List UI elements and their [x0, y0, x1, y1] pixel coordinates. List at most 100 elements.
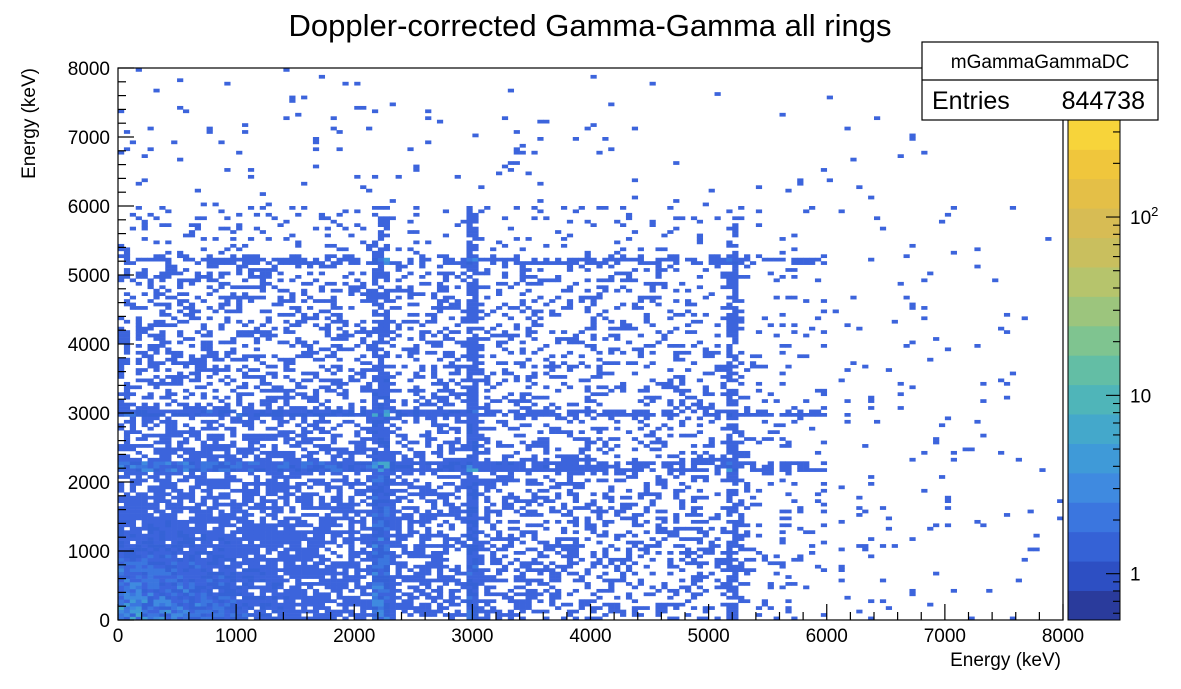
- heatmap-cell: [330, 388, 337, 393]
- heatmap-cell: [442, 430, 450, 434]
- heatmap-cell: [141, 561, 148, 566]
- heatmap-cell: [200, 392, 207, 397]
- heatmap-cell: [312, 464, 320, 469]
- heatmap-cell: [212, 437, 219, 441]
- heatmap-cell: [354, 288, 361, 293]
- heatmap-cell: [123, 499, 131, 503]
- heatmap-cell: [312, 526, 320, 531]
- heatmap-cell: [330, 447, 337, 452]
- heatmap-cell: [141, 416, 148, 421]
- heatmap-cell: [383, 609, 390, 614]
- heatmap-cell: [318, 571, 326, 576]
- heatmap-cell: [265, 547, 272, 552]
- heatmap-cell: [513, 461, 520, 466]
- heatmap-cell: [330, 312, 337, 317]
- heatmap-cell: [383, 375, 390, 379]
- heatmap-cell: [371, 578, 379, 583]
- heatmap-cell: [472, 523, 479, 528]
- heatmap-cell: [336, 464, 343, 469]
- heatmap-cell: [224, 492, 231, 497]
- heatmap-cell: [289, 323, 296, 328]
- heatmap-cell: [265, 426, 272, 431]
- heatmap-cell: [555, 230, 562, 234]
- heatmap-cell: [165, 395, 172, 400]
- heatmap-cell: [171, 447, 178, 452]
- heatmap-cell: [383, 461, 390, 466]
- heatmap-cell: [371, 350, 379, 355]
- heatmap-cell: [454, 395, 461, 400]
- heatmap-cell: [478, 568, 485, 572]
- heatmap-cell: [371, 526, 379, 531]
- heatmap-cell: [165, 209, 172, 214]
- heatmap-cell: [194, 588, 201, 593]
- heatmap-cell: [472, 585, 479, 590]
- heatmap-cell: [165, 599, 172, 604]
- heatmap-cell: [549, 330, 556, 334]
- heatmap-cell: [177, 464, 184, 469]
- heatmap-cell: [419, 471, 426, 476]
- heatmap-cell: [472, 502, 479, 507]
- heatmap-cell: [165, 454, 172, 459]
- heatmap-cell: [555, 430, 562, 434]
- heatmap-cell: [566, 302, 574, 307]
- heatmap-cell: [224, 599, 231, 604]
- heatmap-cell: [330, 509, 337, 514]
- heatmap-cell: [318, 444, 326, 448]
- heatmap-cell: [171, 509, 178, 514]
- heatmap-cell: [566, 613, 574, 617]
- heatmap-cell: [177, 561, 184, 566]
- heatmap-cell: [295, 254, 302, 259]
- heatmap-cell: [171, 323, 178, 328]
- heatmap-cell: [188, 516, 196, 521]
- heatmap-cell: [200, 499, 207, 503]
- heatmap-cell: [212, 419, 219, 424]
- heatmap-cell: [265, 616, 272, 620]
- heatmap-cell: [454, 306, 461, 310]
- heatmap-cell: [549, 409, 556, 414]
- heatmap-cell: [295, 585, 302, 590]
- heatmap-cell: [153, 530, 160, 535]
- heatmap-cell: [135, 350, 142, 355]
- heatmap-cell: [318, 326, 326, 331]
- heatmap-cell: [295, 530, 302, 535]
- heatmap-cell: [123, 595, 131, 600]
- heatmap-cell: [431, 333, 438, 338]
- heatmap-cell: [253, 492, 261, 497]
- heatmap-cell: [194, 437, 201, 441]
- heatmap-cell: [188, 416, 196, 421]
- heatmap-cell: [360, 388, 367, 393]
- heatmap-cell: [318, 502, 326, 507]
- heatmap-cell: [525, 413, 532, 417]
- heatmap-cell: [165, 240, 172, 245]
- heatmap-cell: [147, 281, 154, 286]
- heatmap-cell: [247, 392, 255, 397]
- heatmap-cell: [247, 409, 255, 414]
- heatmap-cell: [389, 523, 396, 528]
- heatmap-cell: [135, 616, 142, 620]
- heatmap-cell: [342, 616, 349, 620]
- heatmap-cell: [118, 568, 125, 572]
- heatmap-cell: [147, 326, 154, 331]
- heatmap-cell: [318, 364, 326, 369]
- heatmap-cell: [289, 588, 296, 593]
- heatmap-cell: [442, 402, 450, 407]
- heatmap-cell: [289, 606, 296, 610]
- heatmap-cell: [336, 130, 343, 134]
- heatmap-cell: [354, 561, 361, 566]
- heatmap-cell: [200, 450, 207, 455]
- heatmap-cell: [490, 471, 497, 476]
- heatmap-cell: [360, 568, 367, 572]
- heatmap-cell: [265, 468, 272, 472]
- heatmap-cell: [448, 464, 455, 469]
- heatmap-cell: [153, 582, 160, 586]
- heatmap-cell: [330, 306, 337, 310]
- heatmap-cell: [478, 185, 485, 190]
- heatmap-cell: [206, 557, 213, 562]
- heatmap-cell: [141, 519, 148, 524]
- heatmap-cell: [265, 513, 272, 517]
- heatmap-cell: [242, 292, 249, 296]
- heatmap-cell: [188, 230, 196, 234]
- heatmap-cell: [425, 561, 432, 566]
- heatmap-cell: [324, 413, 331, 417]
- heatmap-cell: [472, 347, 479, 352]
